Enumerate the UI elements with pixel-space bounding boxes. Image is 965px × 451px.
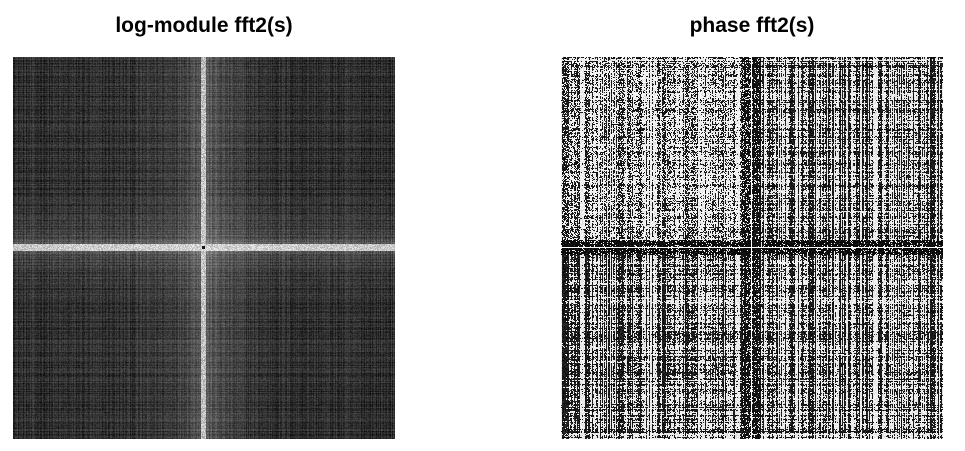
log-module-spectrum-image: [13, 57, 395, 439]
log-module-title: log-module fft2(s): [13, 12, 395, 40]
phase-spectrum-image: [561, 57, 943, 439]
phase-title: phase fft2(s): [561, 12, 943, 40]
